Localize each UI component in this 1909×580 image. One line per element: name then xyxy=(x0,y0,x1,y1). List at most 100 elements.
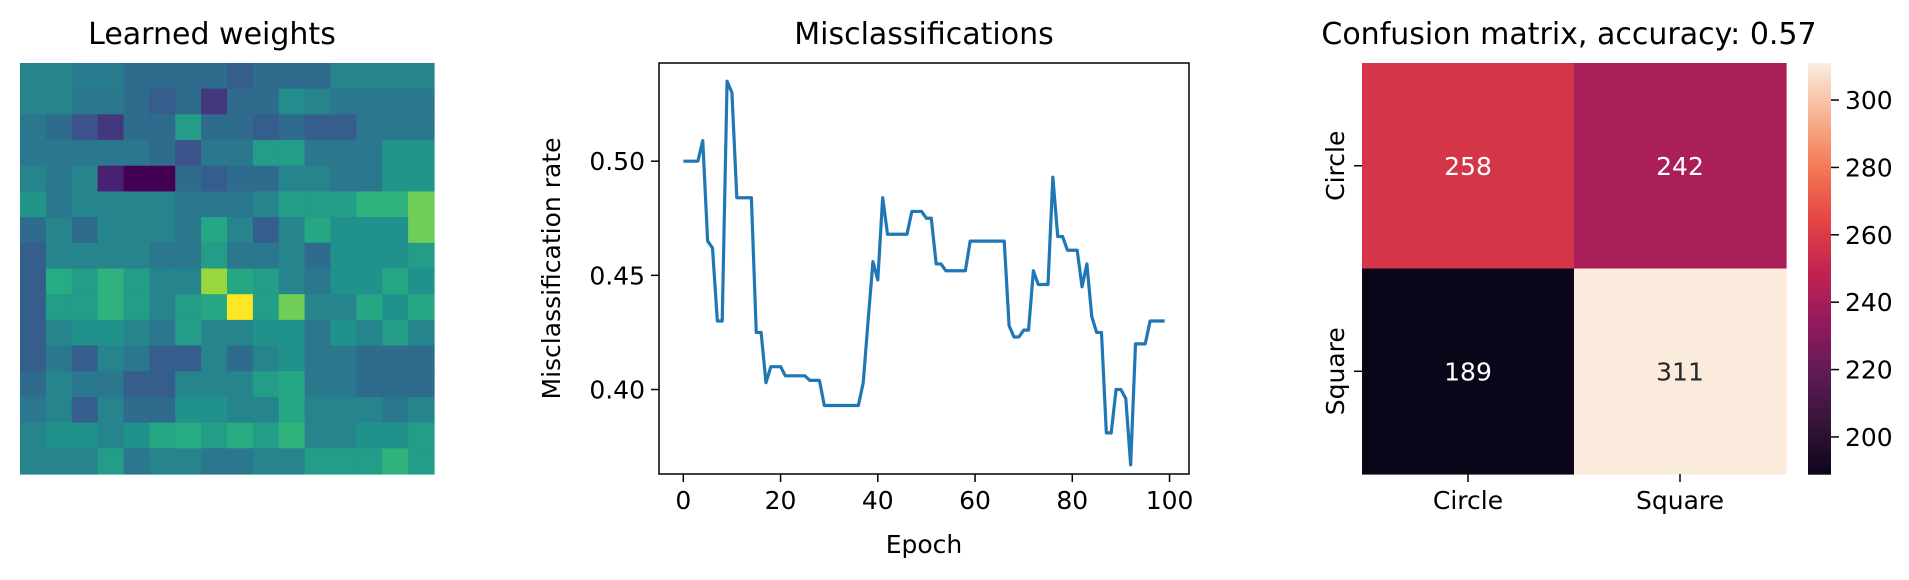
weight-cell xyxy=(252,345,280,372)
weight-cell xyxy=(330,345,357,372)
weight-cell xyxy=(201,448,228,475)
colorbar-segment xyxy=(1808,244,1831,249)
weight-cell xyxy=(97,396,125,424)
weight-cell xyxy=(97,371,125,398)
colorbar-segment xyxy=(1808,134,1831,140)
confusion-cell xyxy=(1574,63,1787,270)
colorbar-tick-label: 220 xyxy=(1845,356,1893,385)
weight-cell xyxy=(20,63,47,90)
weight-cell xyxy=(123,319,150,347)
weight-cell xyxy=(227,294,254,321)
colorbar-segment xyxy=(1808,456,1831,462)
colorbar-segment xyxy=(1808,210,1831,215)
weight-cell xyxy=(330,422,357,449)
weight-cell xyxy=(149,165,176,193)
colorbar-segment xyxy=(1808,121,1831,126)
weight-cell xyxy=(408,396,435,424)
colorbar-segment xyxy=(1808,258,1831,263)
weight-cell xyxy=(175,242,202,270)
confusion-heatmap: 258 242 189 311 xyxy=(1362,63,1787,475)
colorbar-segment xyxy=(1808,80,1831,85)
misclass-x-tick-label: 60 xyxy=(959,486,991,515)
weight-cell xyxy=(149,422,176,449)
weight-cell xyxy=(304,422,332,449)
colorbar-segment xyxy=(1808,295,1831,301)
colorbar-segment xyxy=(1808,275,1831,280)
colorbar-segment xyxy=(1808,354,1831,359)
weight-cell xyxy=(382,217,409,244)
weight-cell xyxy=(97,268,125,295)
weight-cell xyxy=(278,165,306,193)
colorbar-segment xyxy=(1808,165,1831,170)
weight-cell xyxy=(356,114,383,141)
weight-cell xyxy=(304,448,332,475)
colorbar-segment xyxy=(1808,114,1831,119)
weight-cell xyxy=(175,319,202,347)
weight-cell xyxy=(304,114,332,141)
weight-cell xyxy=(252,268,280,295)
colorbar-segment xyxy=(1808,299,1831,304)
colorbar-segment xyxy=(1808,117,1831,122)
weight-cell xyxy=(356,191,383,218)
weight-cell xyxy=(201,140,228,167)
weight-cell xyxy=(227,448,254,475)
weight-cell xyxy=(252,63,280,90)
weight-cell xyxy=(201,396,228,424)
weight-cell xyxy=(330,294,357,321)
colorbar-segment xyxy=(1808,463,1831,468)
colorbar-segment xyxy=(1808,141,1831,146)
weight-cell xyxy=(382,63,409,90)
weight-cell xyxy=(382,140,409,167)
weight-cell xyxy=(20,191,47,218)
colorbar-segment xyxy=(1808,285,1831,290)
weight-cell xyxy=(330,114,357,141)
confusion-x-tick-label: Circle xyxy=(1433,486,1503,515)
weight-cell xyxy=(408,294,435,321)
weight-cell xyxy=(201,242,228,270)
weight-cell xyxy=(123,396,150,424)
colorbar-segment xyxy=(1808,110,1831,116)
weight-cell xyxy=(123,63,150,90)
weight-cell xyxy=(71,114,99,141)
weight-cell xyxy=(304,319,332,347)
weight-cell xyxy=(356,165,383,193)
weight-cell xyxy=(227,88,254,115)
weight-cell xyxy=(123,114,150,141)
colorbar-segment xyxy=(1808,323,1831,328)
weight-cell xyxy=(149,217,176,244)
colorbar-segment xyxy=(1808,254,1831,259)
colorbar-segment xyxy=(1808,426,1831,431)
weight-cell xyxy=(304,140,332,167)
weight-cell xyxy=(252,165,280,193)
colorbar-segment xyxy=(1808,63,1831,68)
colorbar-segment xyxy=(1808,145,1831,150)
weight-cell xyxy=(149,63,176,90)
weight-cell xyxy=(356,448,383,475)
weight-cell xyxy=(71,88,99,115)
misclass-ylabel: Misclassification rate xyxy=(537,138,566,400)
weight-cell xyxy=(408,319,435,347)
weight-cell xyxy=(408,371,435,398)
weight-cell xyxy=(227,319,254,347)
colorbar-segment xyxy=(1808,446,1831,451)
colorbar-segment xyxy=(1808,333,1831,338)
weight-cell xyxy=(97,191,125,218)
weight-cell xyxy=(149,140,176,167)
weight-cell xyxy=(278,396,306,424)
weight-cell xyxy=(71,165,99,193)
weight-cell xyxy=(408,448,435,475)
weight-cell xyxy=(278,294,306,321)
colorbar-segment xyxy=(1808,422,1831,427)
weight-cell xyxy=(330,371,357,398)
weight-cell xyxy=(356,294,383,321)
weight-cell xyxy=(304,242,332,270)
colorbar-segment xyxy=(1808,104,1831,109)
weight-cell xyxy=(123,165,150,193)
colorbar-segment xyxy=(1808,251,1831,256)
misclass-y-tick-label: 0.45 xyxy=(589,261,645,290)
weight-cell xyxy=(175,63,202,90)
weight-cell xyxy=(45,140,73,167)
colorbar-segment xyxy=(1808,247,1831,253)
misclass-x-tick-label: 20 xyxy=(765,486,797,515)
weights-title: Learned weights xyxy=(88,17,336,52)
